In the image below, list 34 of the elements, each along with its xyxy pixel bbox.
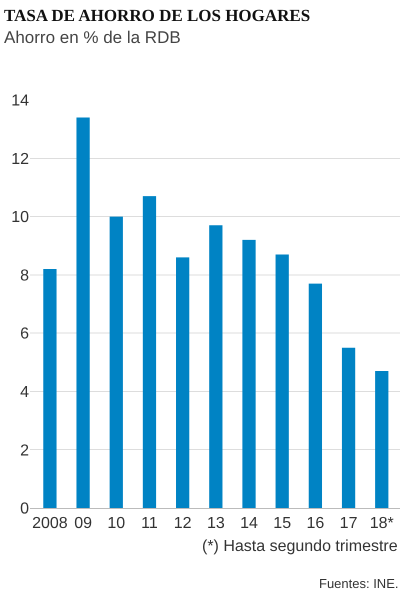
x-tick-label: 18* bbox=[370, 515, 394, 532]
bar bbox=[76, 117, 90, 508]
y-tick-label: 10 bbox=[11, 209, 30, 226]
chart-subtitle: Ahorro en % de la RDB bbox=[4, 28, 181, 47]
x-tick-label: 12 bbox=[174, 515, 192, 532]
x-tick-label: 09 bbox=[74, 515, 92, 532]
y-tick-label: 4 bbox=[20, 384, 30, 402]
y-tick-label: 14 bbox=[11, 92, 30, 110]
bar bbox=[375, 371, 388, 508]
text: (*) Hasta segundo trimestre bbox=[202, 538, 398, 555]
bar bbox=[110, 216, 123, 508]
y-tick-label: 12 bbox=[11, 150, 30, 168]
source-note: Fuentes: INE. bbox=[319, 576, 398, 591]
x-tick-label: 15 bbox=[273, 515, 292, 532]
x-tick-label: 17 bbox=[340, 515, 358, 532]
bar bbox=[176, 257, 190, 508]
x-tick-label: 16 bbox=[306, 515, 324, 532]
bar bbox=[342, 348, 356, 508]
x-tick-label: 13 bbox=[206, 515, 225, 532]
bar bbox=[209, 225, 222, 508]
x-tick-label: 2008 bbox=[32, 515, 68, 532]
bar bbox=[276, 254, 289, 508]
y-tick-label: 0 bbox=[20, 500, 30, 518]
x-tick-label: 11 bbox=[141, 515, 158, 532]
bar bbox=[142, 196, 156, 508]
y-tick-label: 2 bbox=[20, 442, 30, 460]
bar bbox=[242, 240, 256, 508]
y-tick-label: 8 bbox=[20, 267, 30, 284]
bar bbox=[308, 284, 322, 508]
chart-title: TASA DE AHORRO DE LOS HOGARES bbox=[4, 6, 310, 25]
x-tick-label: 10 bbox=[107, 515, 126, 532]
bar bbox=[43, 269, 57, 508]
x-tick-label: 14 bbox=[240, 515, 258, 532]
y-tick-label: 6 bbox=[20, 326, 30, 343]
